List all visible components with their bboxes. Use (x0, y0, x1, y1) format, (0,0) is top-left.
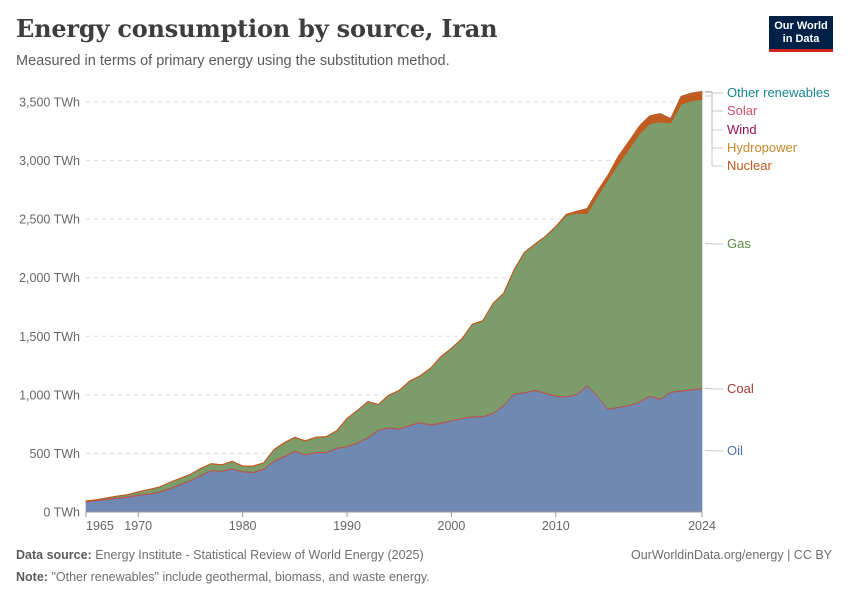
y-tick-label-3000: 3,000 TWh (19, 154, 80, 168)
legend-label-other-renewables: Other renewables (727, 85, 830, 100)
note: Note: "Other renewables" include geother… (16, 570, 430, 584)
legend-label-coal: Coal (727, 381, 754, 396)
legend-connector-coal (705, 388, 723, 390)
data-source-text[interactable]: Energy Institute - Statistical Review of… (95, 548, 424, 562)
legend-connector-hydropower (705, 91, 723, 149)
legend-label-oil: Oil (727, 443, 743, 458)
x-tick-label-2000: 2000 (438, 519, 466, 533)
owid-logo[interactable]: Our World in Data (769, 16, 833, 52)
legend-label-wind: Wind (727, 122, 757, 137)
x-tick-label-1980: 1980 (229, 519, 257, 533)
legend-label-hydropower: Hydropower (727, 140, 798, 155)
legend-label-solar: Solar (727, 103, 758, 118)
y-tick-label-1500: 1,500 TWh (19, 330, 80, 344)
chart-title: Energy consumption by source, Iran (16, 14, 498, 43)
legend-label-nuclear: Nuclear (727, 158, 772, 173)
y-tick-label-2000: 2,000 TWh (19, 271, 80, 285)
data-source-label: Data source: (16, 548, 92, 562)
legend-label-gas: Gas (727, 236, 751, 251)
x-tick-label-1990: 1990 (333, 519, 361, 533)
chart-subtitle: Measured in terms of primary energy usin… (16, 53, 450, 69)
source-url[interactable]: OurWorldinData.org/energy | CC BY (630, 548, 832, 562)
x-tick-label-1970: 1970 (124, 519, 152, 533)
legend-connector-oil (705, 450, 723, 452)
y-tick-label-500: 500 TWh (30, 447, 81, 461)
axes: 0 TWh 500 TWh 1,000 TWh 1,500 TWh 2,000 TWh 2… (19, 96, 716, 534)
legend-connector-solar (705, 91, 723, 112)
y-tick-label-2500: 2,500 TWh (19, 213, 80, 227)
y-tick-label-3500: 3,500 TWh (19, 96, 80, 110)
data-source: Data source: Energy Institute - Statisti… (16, 548, 424, 562)
legend: Other renewables Solar Wind Hydropower Nucle… (705, 85, 830, 458)
note-label: Note: (16, 570, 48, 584)
legend-connector-nuclear (705, 95, 723, 167)
y-tick-label-0: 0 TWh (43, 506, 80, 520)
logo-accent-bar (769, 49, 833, 52)
x-tick-label-2024: 2024 (688, 519, 716, 533)
x-tick-label-1965: 1965 (86, 519, 114, 533)
y-tick-label-1000: 1,000 TWh (19, 388, 80, 402)
x-tick-label-2010: 2010 (542, 519, 570, 533)
areas (85, 90, 703, 513)
logo-line-2: in Data (782, 33, 820, 45)
logo-line-1: Our World (774, 20, 828, 32)
area-top-outline (85, 90, 703, 502)
note-text: "Other renewables" include geothermal, b… (51, 570, 430, 584)
